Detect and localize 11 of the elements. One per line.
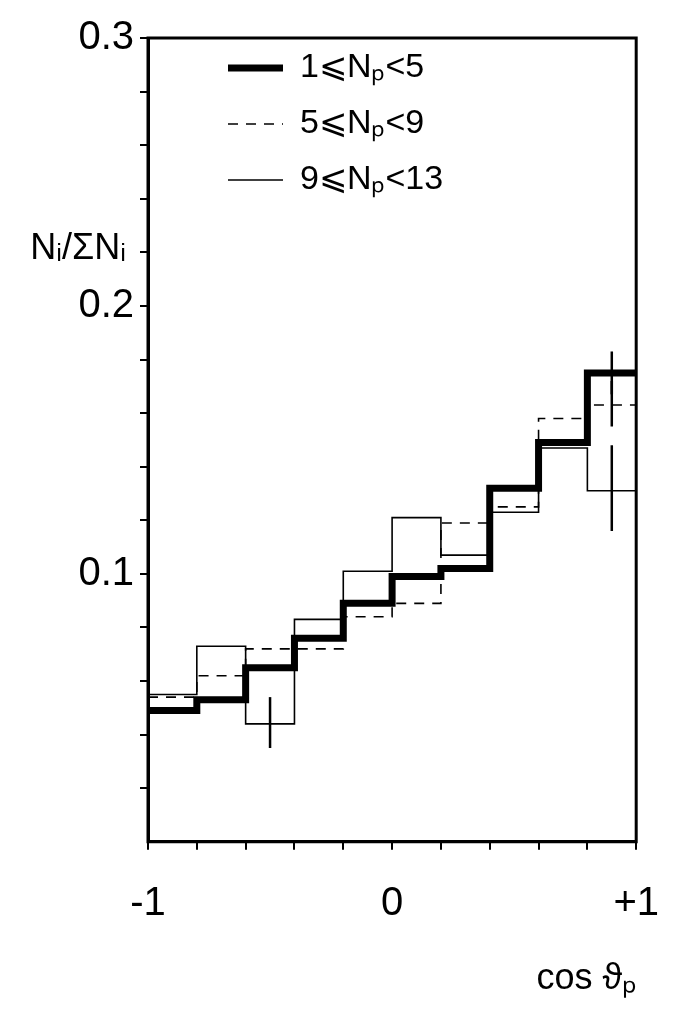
legend-label: 5⩽Nₚ<9 [300,102,425,143]
x-tick-label: -1 [130,878,166,923]
x-tick-label: +1 [613,878,659,923]
y-axis-title: Nᵢ/ΣNᵢ [30,225,126,267]
legend-label: 9⩽Nₚ<13 [300,158,444,199]
y-tick-label: 0.3 [78,13,134,58]
y-tick-label: 0.2 [78,280,134,325]
legend-label: 1⩽Nₚ<5 [300,46,425,87]
y-tick-label: 0.1 [78,548,134,593]
x-axis-title: cos ϑₚ [536,956,637,999]
x-tick-label: 0 [380,878,404,923]
